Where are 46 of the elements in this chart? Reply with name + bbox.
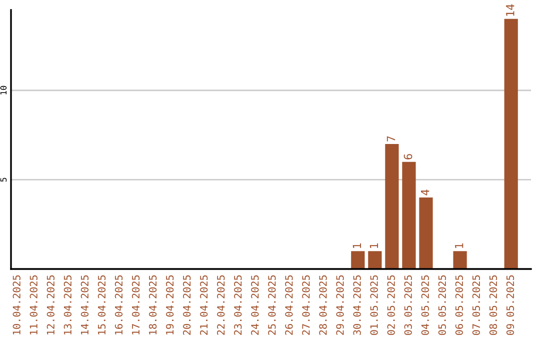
x-tick-label: 27.04.2025 bbox=[302, 275, 310, 335]
x-tick-label: 19.04.2025 bbox=[166, 275, 174, 334]
x-tick-label: 25.04.2025 bbox=[268, 275, 276, 335]
x-tick-label: 29.04.2025 bbox=[336, 275, 344, 335]
x-tick-label: 04.05.2025 bbox=[421, 275, 429, 335]
x-tick-label: 23.04.2025 bbox=[234, 275, 242, 335]
data-label: 7 bbox=[386, 136, 396, 142]
x-tick-label: 11.04.2025 bbox=[30, 275, 38, 334]
data-label: 4 bbox=[420, 190, 430, 196]
x-tick-label: 08.05.2025 bbox=[489, 275, 498, 335]
bar bbox=[504, 18, 518, 269]
bar bbox=[402, 162, 416, 269]
x-tick-label: 07.05.2025 bbox=[472, 275, 480, 335]
data-label: 1 bbox=[352, 243, 361, 248]
x-tick-label: 15.04.2025 bbox=[98, 275, 106, 334]
x-tick-label: 28.04.2025 bbox=[319, 275, 327, 335]
x-tick-label: 13.04.2025 bbox=[64, 275, 72, 334]
x-tick-label: 14.04.2025 bbox=[80, 275, 89, 334]
x-tick-label: 22.04.2025 bbox=[217, 275, 225, 335]
x-tick-label: 20.04.2025 bbox=[182, 275, 191, 335]
x-tick-label: 05.05.2025 bbox=[438, 275, 446, 335]
x-tick-label: 26.04.2025 bbox=[285, 275, 293, 335]
x-tick-label: 16.04.2025 bbox=[114, 275, 123, 334]
x-tick-label: 01.05.2025 bbox=[370, 275, 378, 335]
x-tick-label: 30.04.2025 bbox=[353, 275, 361, 335]
x-tick-label: 06.05.2025 bbox=[455, 275, 463, 335]
x-tick-label: 24.04.2025 bbox=[251, 275, 259, 335]
bar bbox=[368, 251, 382, 269]
x-tick-label: 18.04.2025 bbox=[148, 275, 157, 334]
data-label: 6 bbox=[404, 154, 412, 160]
x-tick-label: 09.05.2025 bbox=[506, 275, 514, 335]
x-tick-label: 21.04.2025 bbox=[200, 275, 208, 335]
bar bbox=[419, 198, 433, 269]
bar bbox=[453, 251, 467, 269]
data-label: 1 bbox=[370, 243, 378, 248]
y-tick-label: 5 bbox=[0, 178, 7, 182]
x-tick-label: 02.05.2025 bbox=[387, 275, 395, 335]
bar bbox=[351, 251, 365, 269]
data-label: 1 bbox=[455, 243, 464, 248]
x-tick-label: 10.04.2025 bbox=[12, 275, 20, 334]
x-tick-label: 03.05.2025 bbox=[404, 275, 412, 335]
y-tick-label: 10 bbox=[0, 86, 7, 94]
data-label: 14 bbox=[506, 4, 514, 16]
x-tick-label: 17.04.2025 bbox=[132, 275, 140, 334]
x-tick-label: 12.04.2025 bbox=[46, 275, 54, 334]
bar bbox=[385, 144, 399, 269]
